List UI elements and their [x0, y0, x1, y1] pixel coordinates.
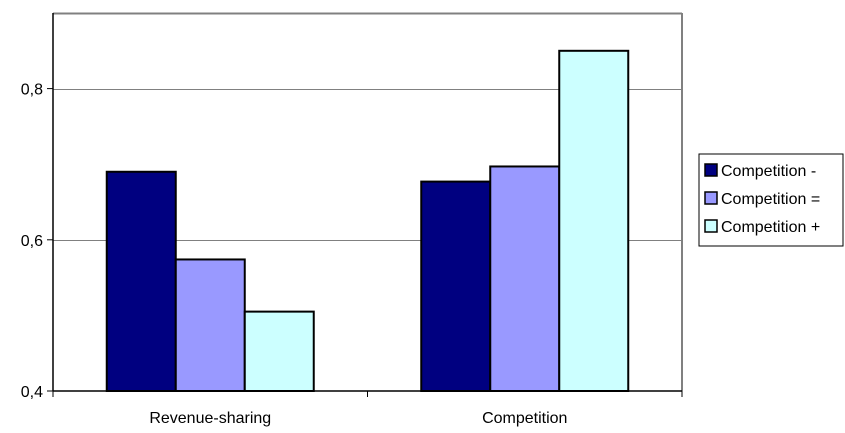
- bar: [243, 310, 315, 392]
- legend-box: [698, 153, 844, 247]
- x-category-label: Competition: [482, 410, 567, 427]
- y-axis-ticks: 0,4 0,6 0,8: [21, 82, 53, 401]
- bar: [489, 165, 561, 392]
- x-category-label: Revenue-sharing: [149, 410, 271, 427]
- bars: [105, 49, 630, 393]
- x-axis-categories: Revenue-sharing Competition: [52, 391, 683, 427]
- y-tick-label: 0,8: [21, 82, 43, 99]
- legend-swatch: [704, 191, 718, 205]
- legend-swatch: [704, 219, 718, 233]
- bar: [558, 49, 630, 393]
- bar: [105, 170, 177, 392]
- legend-label: Competition =: [721, 191, 820, 208]
- y-tick-label: 0,4: [21, 384, 43, 401]
- bar: [420, 180, 492, 392]
- y-tick-label: 0,6: [21, 233, 43, 250]
- legend-label: Competition +: [721, 219, 820, 236]
- bar: [174, 258, 246, 392]
- legend: Competition - Competition = Competition +: [698, 153, 844, 247]
- legend-swatch: [704, 163, 718, 177]
- legend-label: Competition -: [721, 163, 816, 180]
